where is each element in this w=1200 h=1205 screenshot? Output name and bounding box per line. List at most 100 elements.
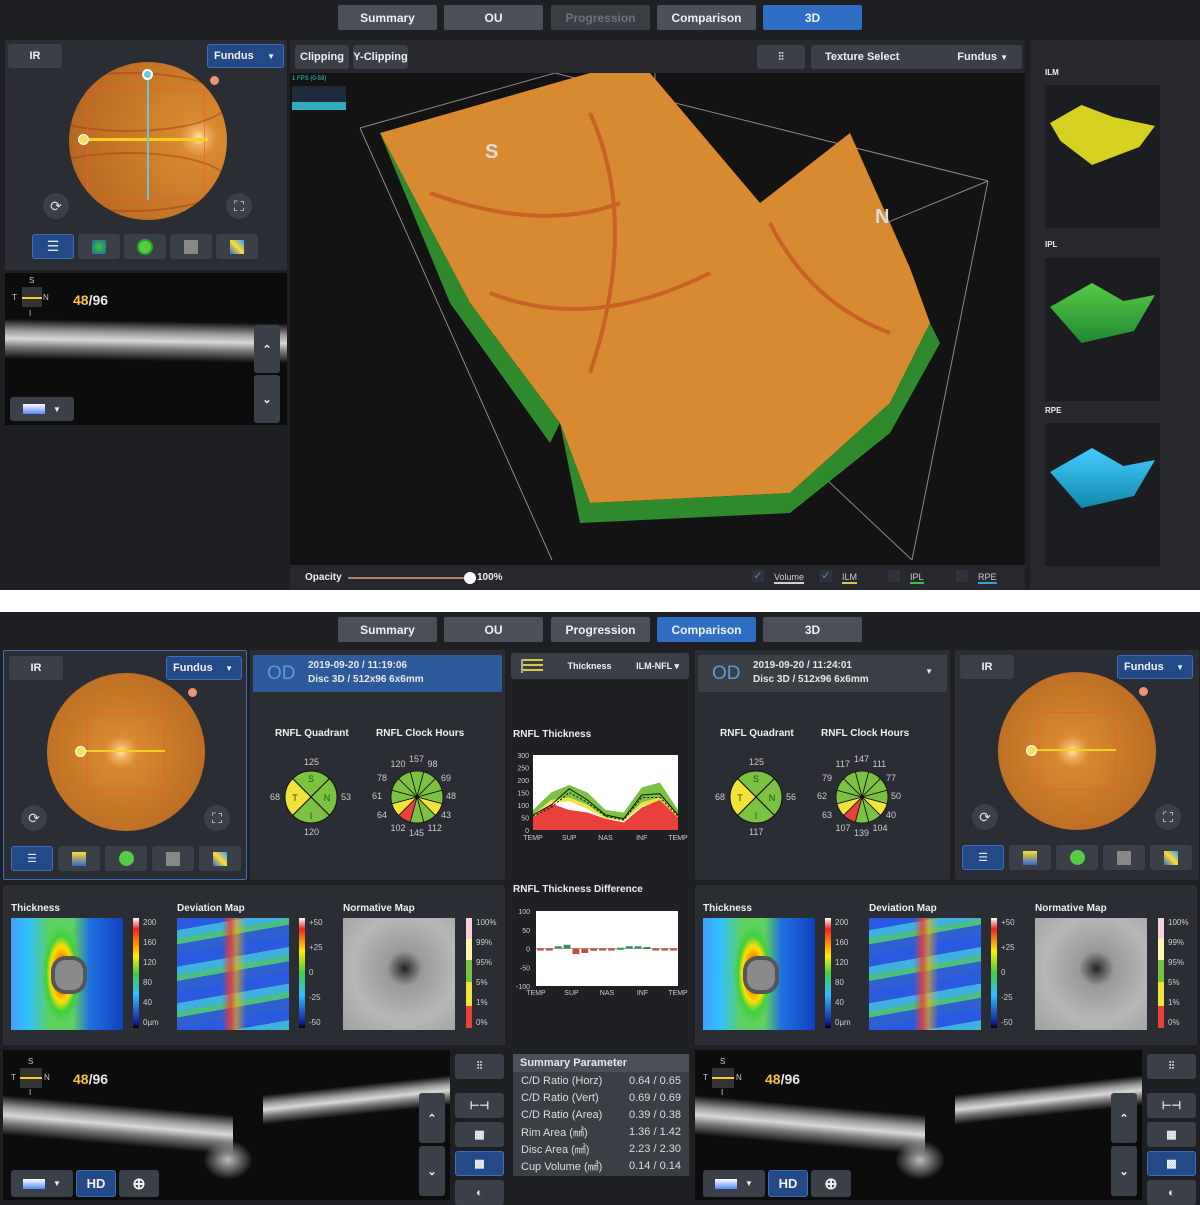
rotate-icon[interactable]: ⟳: [43, 193, 69, 219]
3d-viewport[interactable]: Clipping Y-Clipping ⫶⫶ Texture Select Fun…: [290, 40, 1025, 590]
volume-checkbox[interactable]: ✓: [752, 570, 764, 582]
top-bscan[interactable]: S T N I 48/96 ⌃ ⌄ ▼: [5, 273, 287, 425]
layer-view-dropdown[interactable]: ▼: [11, 1170, 73, 1197]
rotate-icon[interactable]: ⟳: [21, 805, 47, 831]
enface-button[interactable]: [170, 234, 212, 259]
tab-ou[interactable]: OU: [444, 5, 543, 30]
grayscale-button[interactable]: ▩: [455, 1151, 504, 1176]
tab-progression[interactable]: Progression: [551, 617, 650, 642]
layer-view-dropdown[interactable]: ▼: [10, 397, 74, 421]
deviation-map-button[interactable]: [199, 846, 241, 871]
scroll-down-button[interactable]: ⌄: [419, 1146, 445, 1196]
enface-icon: [184, 239, 198, 254]
thickness-map-button[interactable]: [78, 234, 120, 259]
scan-handle[interactable]: [1026, 745, 1037, 756]
sliders-icon: ⫶⫶: [1168, 1060, 1175, 1072]
tab-summary[interactable]: Summary: [338, 5, 437, 30]
left_exam-bscan[interactable]: S T N I 48/96 ⌃ ⌄ ▼ HD ⊕: [3, 1050, 450, 1200]
thickness-layer-dropdown[interactable]: Thickness ILM-NFL ▾: [511, 653, 689, 679]
ipl-preview[interactable]: [1045, 258, 1160, 401]
scroll-up-button[interactable]: ⌃: [254, 325, 280, 373]
horizontal-scan-line[interactable]: [83, 138, 208, 141]
fundus-dropdown[interactable]: Fundus ▼: [207, 44, 284, 68]
deviation-map-button[interactable]: [216, 234, 258, 259]
ir-button[interactable]: IR: [8, 44, 62, 68]
sliders-button[interactable]: ⫶⫶: [455, 1054, 504, 1079]
tab-ou[interactable]: OU: [444, 617, 543, 642]
ir-button[interactable]: IR: [9, 656, 63, 680]
fundus-dropdown[interactable]: Fundus ▼: [1117, 655, 1193, 679]
thickness-map-button[interactable]: [58, 846, 100, 871]
frame-counter: 48/96: [765, 1071, 801, 1087]
etdrs-button[interactable]: [124, 234, 166, 259]
scroll-down-button[interactable]: ⌄: [254, 375, 280, 423]
contrast-button[interactable]: ◐: [455, 1180, 504, 1205]
y-clipping-button[interactable]: Y-Clipping: [353, 45, 408, 69]
tab-summary[interactable]: Summary: [338, 617, 437, 642]
texture-select-dropdown[interactable]: Texture Select Fundus ▼: [811, 45, 1022, 69]
enface-icon: [166, 851, 180, 866]
fundus-dropdown[interactable]: Fundus ▼: [166, 656, 242, 680]
rpe-checkbox[interactable]: [956, 570, 968, 582]
right_exam-bscan[interactable]: S T N I 48/96 ⌃ ⌄ ▼ HD ⊕: [695, 1050, 1142, 1200]
horizontal-scan-line[interactable]: [1031, 749, 1116, 751]
etdrs-button[interactable]: [1056, 845, 1098, 870]
enface-button[interactable]: [152, 846, 194, 871]
thickness-map-button[interactable]: [1009, 845, 1051, 870]
fit-screen-icon[interactable]: ⛶: [226, 193, 252, 219]
adjust-button[interactable]: ⫶⫶: [757, 45, 805, 69]
zoom-in-button[interactable]: ⊕: [811, 1170, 851, 1197]
scan-lines-button[interactable]: ☰: [32, 234, 74, 259]
grayscale-button[interactable]: ▩: [1147, 1151, 1196, 1176]
fundus-image[interactable]: [47, 673, 205, 831]
rpe-preview[interactable]: [1045, 423, 1160, 566]
scan-lines-button[interactable]: ☰: [11, 846, 53, 871]
normative-map[interactable]: [343, 918, 455, 1030]
deviation-map[interactable]: [869, 918, 981, 1030]
vertical-scan-line[interactable]: [147, 75, 149, 200]
ilm-checkbox[interactable]: ✓: [820, 570, 832, 582]
hd-button[interactable]: HD: [768, 1170, 808, 1197]
scroll-down-button[interactable]: ⌄: [1111, 1146, 1137, 1196]
normative-map[interactable]: [1035, 918, 1147, 1030]
ir-button[interactable]: IR: [960, 655, 1014, 679]
color-palette-button[interactable]: ▦: [455, 1122, 504, 1147]
ilm-preview[interactable]: [1045, 85, 1160, 228]
deviation-map[interactable]: [177, 918, 289, 1030]
tab-comparison[interactable]: Comparison: [657, 617, 756, 642]
enface-button[interactable]: [1103, 845, 1145, 870]
hd-button[interactable]: HD: [76, 1170, 116, 1197]
zoom-in-button[interactable]: ⊕: [119, 1170, 159, 1197]
scan-handle[interactable]: [75, 746, 86, 757]
fit-screen-icon[interactable]: ⛶: [1155, 804, 1181, 830]
thickness-map[interactable]: [703, 918, 815, 1030]
contrast-button[interactable]: ◐: [1147, 1180, 1196, 1205]
clipping-button[interactable]: Clipping: [295, 45, 349, 69]
ruler-button[interactable]: ⊢⊣: [1147, 1093, 1196, 1118]
marker-dot: [188, 688, 197, 697]
ruler-button[interactable]: ⊢⊣: [455, 1093, 504, 1118]
tab-comparison[interactable]: Comparison: [657, 5, 756, 30]
fundus-image[interactable]: [998, 672, 1156, 830]
layer-view-dropdown[interactable]: ▼: [703, 1170, 765, 1197]
ipl-checkbox[interactable]: [888, 570, 900, 582]
horizontal-scan-line[interactable]: [80, 750, 165, 752]
opacity-slider-thumb[interactable]: [464, 572, 476, 584]
scroll-up-button[interactable]: ⌃: [419, 1093, 445, 1143]
etdrs-button[interactable]: [105, 846, 147, 871]
deviation-map-button[interactable]: [1150, 845, 1192, 870]
tab-3d[interactable]: 3D: [763, 617, 862, 642]
scan-lines-button[interactable]: ☰: [962, 845, 1004, 870]
scroll-up-button[interactable]: ⌃: [1111, 1093, 1137, 1143]
scan-handle[interactable]: [142, 69, 153, 80]
tab-progression[interactable]: Progression: [551, 5, 650, 30]
scan-handle[interactable]: [78, 134, 89, 145]
sliders-button[interactable]: ⫶⫶: [1147, 1054, 1196, 1079]
fit-screen-icon[interactable]: ⛶: [204, 805, 230, 831]
color-palette-button[interactable]: ▦: [1147, 1122, 1196, 1147]
opacity-slider[interactable]: [348, 572, 476, 584]
rotate-icon[interactable]: ⟳: [972, 804, 998, 830]
thickness-map[interactable]: [11, 918, 123, 1030]
exam-header[interactable]: OD 2019-09-20 / 11:24:01 Disc 3D / 512x9…: [698, 655, 947, 692]
tab-3d[interactable]: 3D: [763, 5, 862, 30]
